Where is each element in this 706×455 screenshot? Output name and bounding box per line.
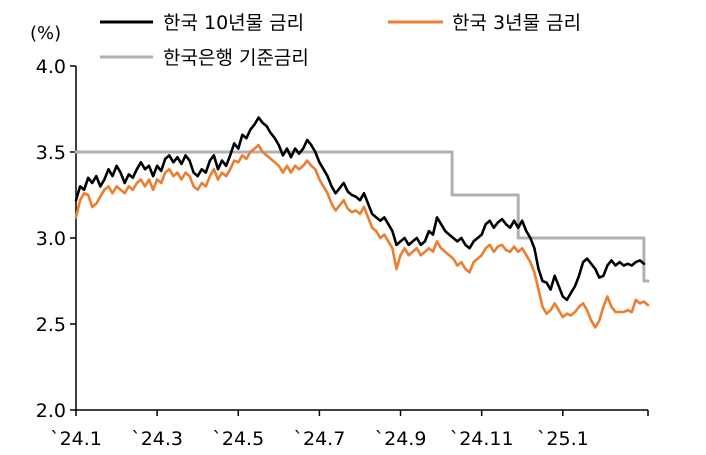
- y-axis-ticks: 2.0 2.5 3.0 3.5 4.0: [36, 56, 76, 422]
- legend: 한국 10년물 금리 한국 3년물 금리 한국은행 기준금리: [100, 12, 581, 69]
- legend-label-base-rate: 한국은행 기준금리: [163, 47, 309, 69]
- series-line-10y: [74, 116, 646, 302]
- legend-label-10y: 한국 10년물 금리: [163, 12, 304, 34]
- x-tick-label: `24.11: [450, 428, 514, 450]
- y-axis-unit: (%): [30, 23, 61, 44]
- x-tick-label: `25.1: [537, 428, 589, 450]
- y-tick-label: 2.0: [36, 400, 66, 422]
- x-tick-label: `24.3: [131, 428, 183, 450]
- x-axis-ticks: `24.1 `24.3 `24.5 `24.7 `24.9 `24.11 `25.1: [50, 410, 649, 450]
- y-tick-label: 3.5: [36, 142, 66, 164]
- x-tick-label: `24.9: [375, 428, 427, 450]
- y-tick-label: 3.0: [36, 228, 66, 250]
- x-tick-label: `24.5: [212, 428, 264, 450]
- x-tick-label: `24.1: [50, 428, 102, 450]
- x-tick-label: `24.7: [293, 428, 345, 450]
- series-line-base-rate: [74, 150, 650, 283]
- legend-label-3y: 한국 3년물 금리: [452, 12, 581, 34]
- y-tick-label: 2.5: [36, 314, 66, 336]
- y-tick-label: 4.0: [36, 56, 66, 78]
- series-line-3y: [74, 143, 650, 329]
- series-layer: [74, 116, 650, 329]
